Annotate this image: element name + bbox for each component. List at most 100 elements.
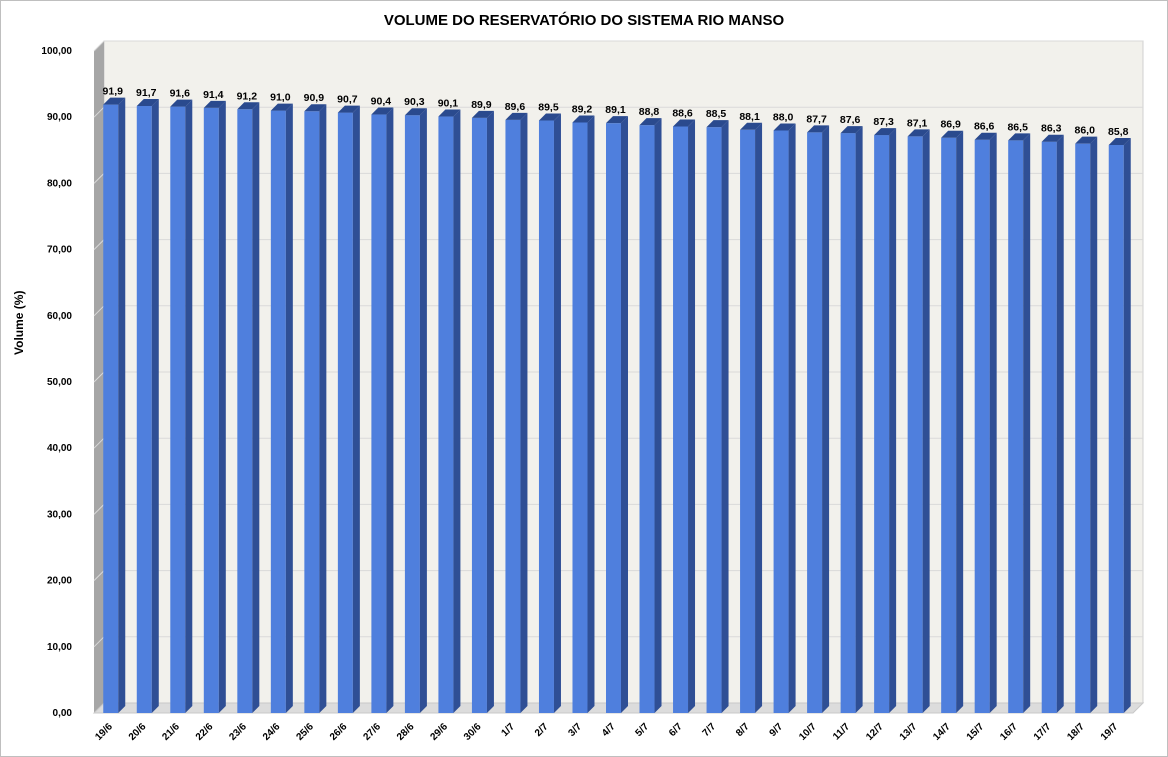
x-tick-label: 25/6 bbox=[294, 721, 316, 743]
bar-side bbox=[386, 107, 394, 713]
x-tick-label: 22/6 bbox=[194, 721, 216, 743]
bar bbox=[136, 105, 152, 714]
bar bbox=[304, 111, 320, 713]
data-label: 90,7 bbox=[337, 94, 358, 106]
bar-side bbox=[1090, 136, 1098, 713]
gridline-side bbox=[93, 636, 105, 648]
bar-side bbox=[721, 120, 729, 713]
bar-side bbox=[1023, 133, 1031, 713]
bar-top bbox=[1041, 134, 1064, 142]
bar-side bbox=[285, 103, 293, 713]
bar-side bbox=[319, 104, 327, 713]
bar-side bbox=[218, 100, 226, 713]
data-label: 87,6 bbox=[840, 114, 861, 126]
data-label: 91,4 bbox=[203, 89, 224, 101]
bar bbox=[673, 126, 689, 713]
bar-side bbox=[1056, 134, 1064, 714]
x-tick-label: 2/7 bbox=[533, 721, 551, 739]
bar-side bbox=[553, 113, 561, 713]
bar-side bbox=[922, 129, 930, 713]
x-tick-label: 14/7 bbox=[931, 721, 953, 743]
bar-side bbox=[151, 98, 159, 714]
bar-top bbox=[874, 128, 897, 136]
bar-side bbox=[352, 105, 360, 714]
y-tick-label: 80,00 bbox=[47, 178, 72, 189]
x-tick-label: 15/7 bbox=[965, 721, 987, 743]
bar bbox=[807, 132, 823, 713]
data-label: 85,8 bbox=[1108, 126, 1129, 138]
bar bbox=[874, 135, 890, 714]
data-label: 91,6 bbox=[170, 88, 191, 100]
bar-top bbox=[270, 103, 293, 111]
bar-side bbox=[654, 118, 662, 714]
bar-top bbox=[505, 112, 528, 120]
bar bbox=[371, 114, 387, 713]
bar-top bbox=[706, 120, 729, 128]
y-tick-label: 50,00 bbox=[47, 377, 72, 388]
data-label: 90,4 bbox=[371, 96, 392, 108]
bar bbox=[404, 115, 420, 714]
bar-top bbox=[1008, 133, 1031, 141]
data-label: 88,0 bbox=[773, 111, 794, 123]
data-label: 86,6 bbox=[974, 121, 995, 133]
x-tick-label: 3/7 bbox=[566, 721, 584, 739]
bar-top bbox=[639, 118, 662, 126]
data-label: 89,2 bbox=[572, 103, 593, 115]
bar-top bbox=[304, 104, 327, 112]
x-tick-label: 10/7 bbox=[797, 721, 819, 743]
bar bbox=[505, 119, 521, 713]
x-tick-label: 12/7 bbox=[864, 721, 886, 743]
x-tick-label: 26/6 bbox=[328, 721, 350, 743]
bar-top bbox=[606, 116, 628, 124]
bar-top bbox=[337, 105, 360, 113]
y-tick-label: 20,00 bbox=[47, 576, 72, 587]
data-label: 86,5 bbox=[1007, 121, 1028, 133]
y-tick-label: 90,00 bbox=[47, 112, 72, 123]
x-tick-label: 13/7 bbox=[898, 721, 920, 743]
bar-side bbox=[453, 109, 461, 713]
y-tick-label: 30,00 bbox=[47, 509, 72, 520]
x-tick-label: 5/7 bbox=[634, 721, 652, 739]
bar-top bbox=[103, 97, 126, 105]
bar bbox=[773, 130, 789, 713]
gridline-side bbox=[93, 40, 105, 52]
bar bbox=[103, 104, 119, 713]
y-tick-label: 60,00 bbox=[47, 311, 72, 322]
bar bbox=[606, 123, 621, 713]
bar bbox=[639, 125, 655, 714]
gridline-side bbox=[93, 106, 105, 118]
bar bbox=[438, 116, 454, 713]
bar-top bbox=[438, 109, 461, 117]
x-tick-label: 23/6 bbox=[227, 721, 249, 743]
x-tick-label: 27/6 bbox=[361, 721, 383, 743]
bar bbox=[1108, 145, 1124, 713]
bar-side bbox=[621, 116, 628, 713]
gridline-side bbox=[93, 437, 105, 449]
bar-side bbox=[889, 128, 897, 714]
y-tick-label: 0,00 bbox=[53, 708, 73, 719]
x-tick-label: 28/6 bbox=[395, 721, 417, 743]
x-tick-label: 18/7 bbox=[1065, 721, 1087, 743]
bar-top bbox=[974, 132, 997, 140]
bar bbox=[337, 112, 353, 714]
bar-side bbox=[688, 119, 696, 713]
data-label: 91,9 bbox=[103, 86, 124, 98]
bar-top bbox=[1108, 138, 1131, 146]
bar bbox=[840, 133, 856, 713]
data-label: 89,9 bbox=[471, 99, 492, 111]
x-tick-label: 16/7 bbox=[998, 721, 1020, 743]
bar-top bbox=[840, 126, 863, 134]
bar bbox=[941, 137, 957, 714]
bar bbox=[170, 106, 186, 713]
data-label: 86,3 bbox=[1041, 123, 1062, 135]
data-label: 90,3 bbox=[404, 96, 425, 108]
bar-top bbox=[170, 99, 193, 107]
x-tick-label: 19/7 bbox=[1099, 721, 1121, 743]
x-tick-label: 4/7 bbox=[600, 721, 618, 739]
bar-top bbox=[740, 122, 763, 130]
bar-side bbox=[989, 132, 997, 713]
bar bbox=[538, 120, 554, 713]
gridline-side bbox=[93, 504, 105, 515]
x-tick-label: 24/6 bbox=[261, 721, 283, 743]
